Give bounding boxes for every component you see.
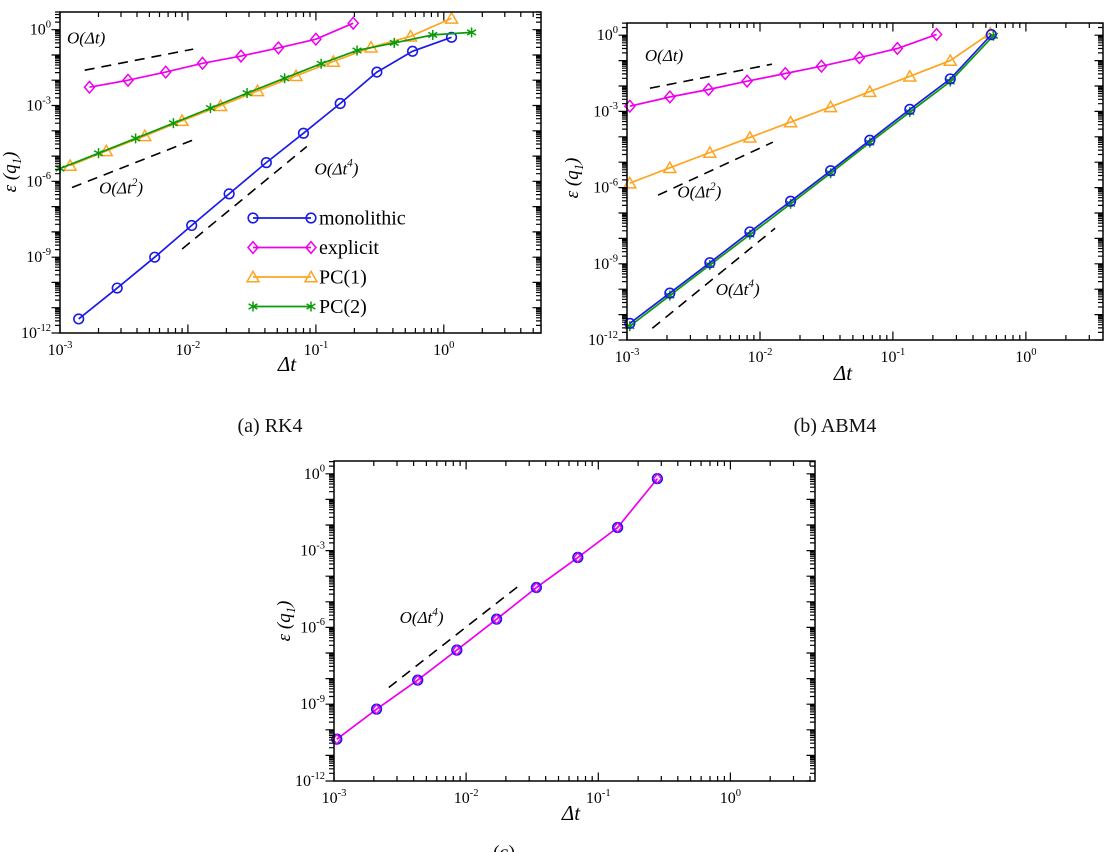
plot-b-frame — [626, 22, 1104, 341]
plot-b-x-tick-label: 100 — [1015, 347, 1036, 366]
caption-plot-c: (c) — [493, 842, 515, 852]
plot-c-y-tick-label: 10-9 — [300, 694, 325, 713]
plot-a-x-tick-label: 10-1 — [303, 340, 328, 359]
plot-a-guide-2 — [181, 145, 308, 250]
plot-a-series-pc-2-line — [59, 31, 472, 170]
plot-c-guide-0 — [388, 583, 522, 689]
plot-c-frame — [333, 460, 816, 782]
plot-a-guide-label-1: O(Δt2) — [99, 177, 143, 198]
plot-a-x-tick-label: 10-3 — [48, 340, 73, 359]
plot-c-y-tick-label: 10-3 — [300, 540, 325, 559]
legend-label-monolithic: monolithic — [319, 208, 406, 230]
plot-a-guide-1 — [71, 138, 195, 189]
plot-a-series-pc-1-markers — [62, 11, 459, 172]
plot-b-y-tick-label: 10-6 — [593, 177, 618, 196]
plot-a-ticks — [51, 11, 541, 334]
plot-a-y-tick-label: 10-6 — [26, 171, 51, 190]
plot-a-guide-0 — [84, 48, 194, 71]
plot-c-xlabel: Δt — [561, 801, 581, 825]
caption-plot-b: (b) ABM4 — [793, 415, 877, 437]
plot-b-guide-label-1: O(Δt2) — [677, 181, 721, 202]
plot-a-legend: monolithic explicit PC(1) PC(2) — [245, 208, 406, 318]
plot-b-ylabel: ε (q1) — [562, 158, 586, 199]
legend-label-explicit: explicit — [319, 237, 379, 259]
caption-plot-a: (a) RK4 — [237, 415, 303, 437]
plot-b-guide-2 — [651, 227, 776, 329]
plot-a-x-tick-label: 10-2 — [176, 340, 201, 359]
plot-c-y-tick-label: 10-12 — [295, 771, 325, 790]
plot-c: O(Δt4) 10-3 10-2 10-1 100 100 10-3 10-6 10-9 10-1… — [274, 460, 816, 825]
plot-c-x-tick-label: 10-2 — [454, 788, 479, 807]
plot-a-x-tick-label: 100 — [433, 340, 454, 359]
plot-a-guide-label-2: O(Δt4) — [315, 158, 359, 179]
plot-c-x-tick-label: 10-1 — [586, 788, 611, 807]
plot-b-series-monolithic-line — [629, 34, 993, 325]
plot-b-series-explicit-markers — [623, 27, 943, 114]
plot-c-y-tick-label: 10-6 — [300, 617, 325, 636]
plot-c-x-tick-label: 10-3 — [322, 788, 347, 807]
plot-b-guide-label-2: O(Δt4) — [716, 278, 760, 299]
plot-b: O(Δt)O(Δt2)O(Δt4)10-3 10-2 10-1 10010010-31… — [562, 22, 1104, 385]
plot-b-series-monolithic-markers — [624, 29, 997, 330]
plot-b-guide-label-0: O(Δt) — [645, 46, 684, 65]
plot-b-xlabel: Δt — [833, 361, 853, 385]
plot-a-series-pc-2-markers — [55, 27, 477, 174]
plot-c-guide-label-0: O(Δt4) — [400, 606, 444, 627]
plot-b-x-tick-label: 10-3 — [615, 347, 640, 366]
plot-a-y-tick-label: 10-9 — [26, 247, 51, 266]
plot-b-series-explicit-line — [629, 33, 937, 108]
plot-c-y-tick-label: 100 — [304, 464, 325, 483]
plot-a: O(Δt)O(Δt2)O(Δt4)10-3 10-2 10-1 10010010-31… — [0, 11, 542, 376]
plot-b-y-tick-label: 100 — [597, 25, 618, 44]
plot-b-y-tick-label: 10-9 — [593, 254, 618, 273]
plot-a-series-monolithic-line — [78, 36, 452, 320]
plot-b-y-tick-label: 10-3 — [593, 101, 618, 120]
plot-a-ylabel: ε (q1) — [0, 152, 24, 193]
plot-a-series-explicit-markers — [83, 16, 360, 95]
plot-b-guide-0 — [649, 63, 773, 89]
plot-b-series-pc-2-line — [629, 35, 995, 327]
plot-c-series-monolithic-explicit-markers — [331, 472, 664, 745]
plot-c-x-tick-label: 100 — [720, 788, 741, 807]
plot-b-series-pc-1-line — [629, 32, 991, 184]
legend-label-pc-2: PC(2) — [319, 296, 367, 318]
plot-b-x-tick-label: 10-1 — [881, 347, 906, 366]
legend-label-pc-1: PC(1) — [319, 267, 367, 289]
plot-a-y-tick-label: 10-12 — [21, 323, 51, 342]
plot-a-series-explicit-line — [89, 22, 354, 89]
plot-a-series-monolithic-markers — [73, 31, 458, 325]
plot-a-y-tick-label: 100 — [30, 19, 51, 38]
plot-a-frame — [59, 11, 542, 334]
plot-a-y-tick-label: 10-3 — [26, 95, 51, 114]
plot-c-ticks — [325, 461, 815, 782]
plot-b-x-tick-label: 10-2 — [748, 347, 773, 366]
plot-c-series-monolithic-explicit-line — [336, 478, 659, 740]
plot-b-y-tick-label: 10-12 — [588, 330, 618, 349]
plot-c-ylabel: ε (q1) — [274, 601, 298, 642]
plot-b-ticks — [618, 22, 1103, 341]
plot-b-guide-1 — [657, 141, 774, 196]
plot-a-xlabel: Δt — [277, 352, 297, 376]
plot-a-guide-label-0: O(Δt) — [67, 28, 106, 47]
